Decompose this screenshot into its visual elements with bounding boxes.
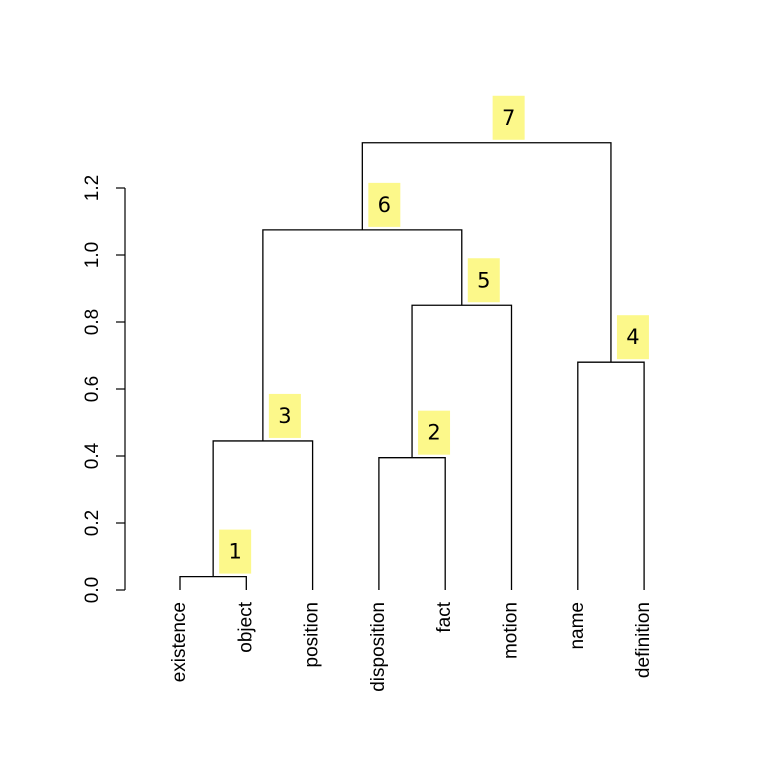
- dendrogram-link: [378, 457, 446, 590]
- leaf-label: disposition: [368, 602, 389, 692]
- dendrogram-link: [361, 142, 612, 363]
- merge-label-box: [467, 258, 500, 303]
- leaf-label: object: [235, 601, 256, 652]
- leaf-label: existence: [169, 602, 190, 682]
- dendrogram-links: [179, 142, 645, 590]
- merge-label: 5: [477, 268, 490, 292]
- leaf-label: position: [302, 602, 323, 668]
- merge-label: 6: [378, 193, 391, 217]
- leaf-labels: existence object position disposition fact mo…: [169, 601, 654, 692]
- y-tick-label: 0.8: [82, 309, 103, 335]
- y-tick-label: 0.2: [82, 510, 103, 536]
- leaf-label: fact: [434, 601, 455, 632]
- y-tick-label: 1.2: [82, 175, 103, 201]
- y-tick-label: 0.0: [82, 577, 103, 603]
- y-tick-label: 0.4: [82, 442, 103, 469]
- merge-label: 4: [626, 325, 639, 349]
- merge-label-box: [616, 315, 649, 360]
- merge-label-box: [492, 95, 525, 140]
- y-axis: 0.0 0.2 0.4 0.6 0.8 1.0 1.2: [82, 175, 126, 603]
- leaf-label: motion: [501, 602, 522, 659]
- merge-label: 3: [278, 404, 291, 428]
- dendrogram-link: [179, 575, 247, 590]
- dendrogram-link: [577, 361, 645, 590]
- merge-label-box: [219, 529, 252, 574]
- merge-label-box: [268, 393, 301, 438]
- merge-label: 2: [427, 421, 440, 445]
- y-tick-label: 1.0: [82, 242, 103, 268]
- merge-label: 1: [228, 540, 241, 564]
- y-tick-label: 0.6: [82, 376, 103, 402]
- merge-label-box: [368, 182, 401, 227]
- merge-label: 7: [502, 106, 515, 130]
- leaf-label: name: [567, 602, 588, 650]
- merge-label-box: [418, 410, 451, 455]
- merge-labels: 1 2 3 4 5 6 7: [219, 95, 649, 574]
- leaf-label: definition: [633, 602, 654, 678]
